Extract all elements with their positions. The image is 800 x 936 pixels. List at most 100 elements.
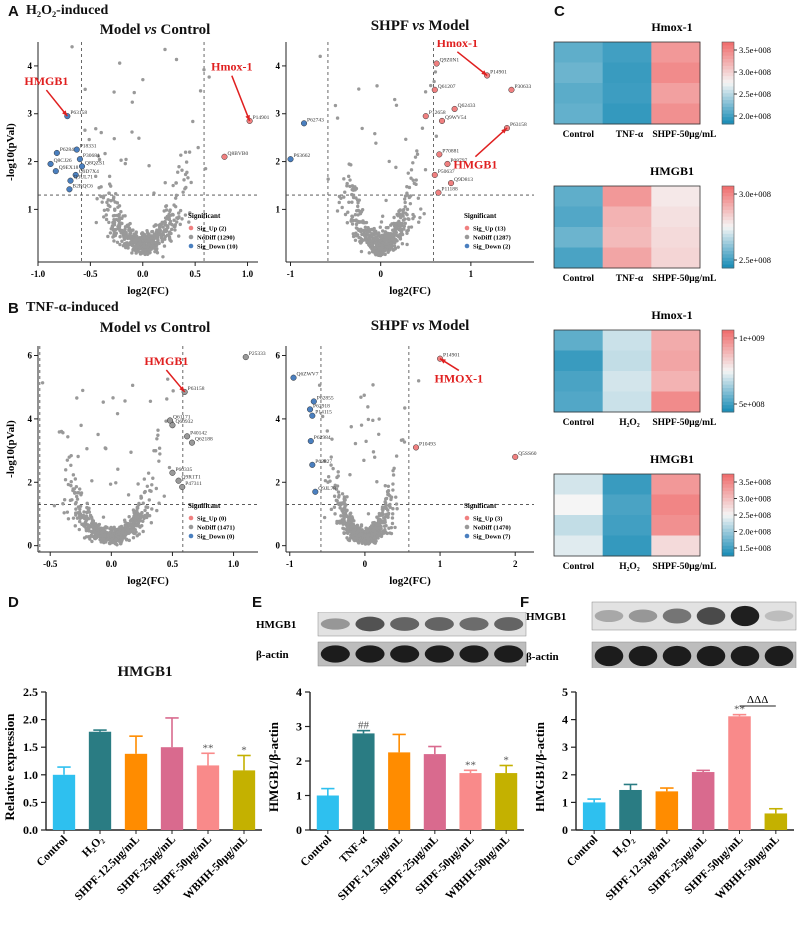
heatmap-col-label: TNF-α xyxy=(616,274,644,284)
x-tick-label: 0.0 xyxy=(137,269,149,279)
point-label: P62918 xyxy=(313,403,330,409)
heatmap-cell xyxy=(602,330,652,351)
nodiff-point xyxy=(318,54,322,59)
heatmap-col-label: Control xyxy=(563,562,595,572)
nodiff-point xyxy=(141,529,145,534)
annotation-arrowhead xyxy=(179,386,185,392)
blot-band xyxy=(459,645,489,663)
nodiff-point xyxy=(403,221,407,226)
nodiff-point xyxy=(384,225,389,230)
nodiff-point xyxy=(149,489,153,493)
x-tick-label: 0 xyxy=(363,559,368,569)
volcano-b1-title: Model vs Control xyxy=(99,320,211,336)
nodiff-point xyxy=(359,423,364,427)
nodiff-point xyxy=(397,209,401,213)
colorbar-segment xyxy=(722,357,734,362)
nodiff-point xyxy=(139,231,144,236)
legend-entry: Sig_Down (2) xyxy=(473,244,510,251)
nodiff-point xyxy=(343,212,348,217)
point-label: P18331 xyxy=(80,144,97,150)
colorbar-segment xyxy=(722,216,734,221)
y-tick-label: 4 xyxy=(28,414,33,424)
nodiff-point xyxy=(383,252,387,257)
nodiff-point xyxy=(382,524,387,528)
nodiff-point xyxy=(348,530,353,534)
colorbar-border xyxy=(721,329,735,413)
sig-point xyxy=(166,417,174,424)
blot-band xyxy=(662,645,692,667)
nodiff-point xyxy=(432,79,436,84)
nodiff-point xyxy=(188,211,192,215)
point-label: P40142 xyxy=(190,430,207,436)
sig-point xyxy=(184,433,191,440)
nodiff-point xyxy=(403,197,407,201)
y-tick-label: 4 xyxy=(276,414,281,424)
nodiff-point xyxy=(129,450,133,454)
heatmap-cell xyxy=(651,515,701,536)
point-label: Q61207 xyxy=(438,84,456,90)
nodiff-point xyxy=(167,217,171,221)
nodiff-point xyxy=(73,477,78,481)
nodiff-point xyxy=(135,235,139,239)
sig-point xyxy=(242,354,249,361)
nodiff-point xyxy=(66,517,71,521)
nodiff-point xyxy=(382,516,386,520)
nodiff-point xyxy=(413,155,418,159)
nodiff-point xyxy=(161,225,165,229)
nodiff-point xyxy=(414,182,418,187)
legend-entry: Sig_Down (7) xyxy=(473,534,510,541)
colorbar-segment xyxy=(722,394,734,399)
annotation-arrow xyxy=(474,127,508,158)
sig-point xyxy=(412,444,420,451)
nodiff-point xyxy=(355,530,359,535)
nodiff-point xyxy=(61,502,65,506)
colorbar-segment xyxy=(722,360,734,365)
nodiff-point xyxy=(174,57,179,62)
nodiff-point xyxy=(77,519,82,524)
nodiff-point xyxy=(375,526,379,530)
nodiff-point xyxy=(76,454,80,459)
nodiff-point xyxy=(391,482,395,486)
point-label: P10493 xyxy=(419,441,436,447)
nodiff-point xyxy=(372,536,377,540)
point-label: P30633 xyxy=(514,84,531,90)
bar xyxy=(423,754,446,830)
nodiff-point xyxy=(384,237,389,242)
x-tick-label: H₂O₂ xyxy=(611,833,637,859)
nodiff-point xyxy=(124,234,128,239)
panel-label-c: C xyxy=(554,3,565,20)
blot-row-label: β-actin xyxy=(526,651,559,663)
y-tick-label: 4 xyxy=(562,713,568,727)
blot-band xyxy=(628,609,658,623)
heatmap-cell xyxy=(651,62,701,84)
x-tick-label: -0.5 xyxy=(83,269,98,279)
heatmap-cell xyxy=(554,391,604,413)
nodiff-point xyxy=(183,150,188,154)
nodiff-point xyxy=(150,240,154,244)
nodiff-point xyxy=(366,417,371,422)
nodiff-point xyxy=(157,501,161,505)
nodiff-point xyxy=(339,514,343,518)
nodiff-point xyxy=(156,238,160,242)
heatmap-cell xyxy=(651,206,701,228)
nodiff-point xyxy=(142,236,147,240)
nodiff-point xyxy=(136,249,140,253)
nodiff-point xyxy=(349,163,353,167)
nodiff-point xyxy=(77,527,82,532)
blot-band xyxy=(730,605,760,627)
colorbar-segment xyxy=(722,209,734,214)
nodiff-point xyxy=(154,486,159,491)
nodiff-point xyxy=(400,232,405,237)
nodiff-point xyxy=(359,209,364,214)
nodiff-point xyxy=(357,235,361,240)
sig-point xyxy=(169,422,176,429)
nodiff-point xyxy=(352,529,356,533)
sig-point xyxy=(76,156,83,163)
heatmap-cell xyxy=(554,350,604,372)
heatmap-cell xyxy=(602,371,652,392)
nodiff-point xyxy=(134,523,138,527)
nodiff-point xyxy=(409,168,414,172)
nodiff-point xyxy=(377,432,381,436)
nodiff-point xyxy=(149,247,153,251)
blot-band xyxy=(594,609,624,623)
